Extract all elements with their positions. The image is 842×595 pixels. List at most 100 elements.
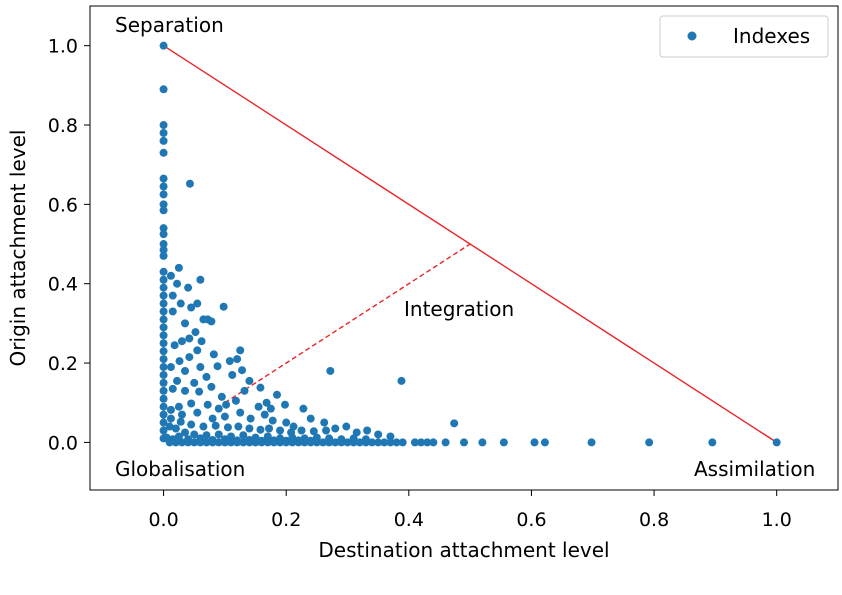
- data-point: [280, 400, 289, 409]
- data-point: [209, 350, 218, 359]
- data-point: [159, 224, 168, 233]
- data-point: [219, 302, 228, 311]
- data-point: [239, 431, 248, 440]
- data-point: [478, 438, 487, 447]
- data-point: [168, 307, 177, 316]
- data-point: [185, 334, 194, 343]
- data-point: [208, 414, 217, 423]
- data-point: [254, 402, 263, 411]
- data-point: [245, 376, 254, 385]
- data-point: [197, 337, 206, 346]
- data-point: [342, 422, 351, 431]
- data-point: [181, 428, 190, 437]
- y-tick-label: 0.2: [48, 353, 78, 375]
- data-point: [300, 438, 309, 447]
- data-point: [187, 420, 196, 429]
- data-point: [159, 307, 168, 316]
- data-point: [331, 438, 340, 447]
- x-tick-label: 0.2: [271, 509, 301, 531]
- data-point: [174, 263, 183, 272]
- data-point: [159, 394, 168, 403]
- data-point: [423, 438, 432, 447]
- data-point: [410, 438, 419, 447]
- data-point: [193, 299, 202, 308]
- data-point: [213, 362, 222, 371]
- y-tick-label: 0.6: [48, 194, 78, 216]
- data-point: [214, 430, 223, 439]
- annotation-integration: Integration: [404, 297, 514, 321]
- data-point: [159, 174, 168, 183]
- data-point: [159, 370, 168, 379]
- data-point: [159, 339, 168, 348]
- data-point: [159, 378, 168, 387]
- data-point: [587, 438, 596, 447]
- data-point: [294, 438, 303, 447]
- data-point: [159, 323, 168, 332]
- data-point: [202, 372, 211, 381]
- data-point: [199, 422, 208, 431]
- data-point: [195, 387, 204, 396]
- data-point: [184, 283, 193, 292]
- data-point: [233, 355, 242, 364]
- data-point: [159, 402, 168, 411]
- data-point: [193, 346, 202, 355]
- data-point: [276, 438, 285, 447]
- data-point: [260, 410, 269, 419]
- data-point: [386, 432, 395, 441]
- data-point: [191, 328, 200, 337]
- data-point: [187, 399, 196, 408]
- data-point: [363, 426, 372, 435]
- data-point: [227, 438, 236, 447]
- data-point: [165, 438, 174, 447]
- data-point: [176, 417, 185, 426]
- data-point: [645, 438, 654, 447]
- data-point: [170, 341, 179, 350]
- data-point: [181, 386, 190, 395]
- data-point: [208, 438, 217, 447]
- data-point: [159, 41, 168, 50]
- data-point: [217, 392, 226, 401]
- data-point: [352, 428, 361, 437]
- data-point: [236, 346, 245, 355]
- data-point: [417, 438, 426, 447]
- data-point: [196, 275, 205, 284]
- data-point: [177, 410, 186, 419]
- data-point: [184, 438, 193, 447]
- data-point: [256, 383, 265, 392]
- data-point: [159, 121, 168, 130]
- data-point: [450, 419, 459, 428]
- data-point: [177, 438, 186, 447]
- data-point: [499, 438, 508, 447]
- data-point: [349, 438, 358, 447]
- data-point: [257, 438, 266, 447]
- data-point: [306, 438, 315, 447]
- data-point: [190, 438, 199, 447]
- data-point: [159, 245, 168, 254]
- data-point: [392, 438, 401, 447]
- data-point: [159, 410, 168, 419]
- data-point: [251, 438, 260, 447]
- legend-marker: [687, 31, 697, 41]
- data-point: [181, 319, 190, 328]
- data-point: [168, 291, 177, 300]
- data-point: [207, 382, 216, 391]
- data-point: [239, 438, 248, 447]
- x-tick-label: 0.8: [639, 509, 669, 531]
- data-point: [223, 423, 232, 432]
- data-point: [299, 404, 308, 413]
- data-point: [165, 422, 174, 431]
- data-points: [159, 41, 781, 447]
- data-point: [168, 384, 177, 393]
- data-point: [337, 438, 346, 447]
- data-point: [326, 366, 335, 375]
- data-point: [220, 438, 229, 447]
- data-point: [214, 438, 223, 447]
- data-point: [166, 271, 175, 280]
- data-point: [166, 363, 175, 372]
- data-point: [282, 438, 291, 447]
- data-point: [185, 179, 194, 188]
- x-tick-label: 1.0: [762, 509, 792, 531]
- data-point: [231, 396, 240, 405]
- data-point: [331, 424, 340, 433]
